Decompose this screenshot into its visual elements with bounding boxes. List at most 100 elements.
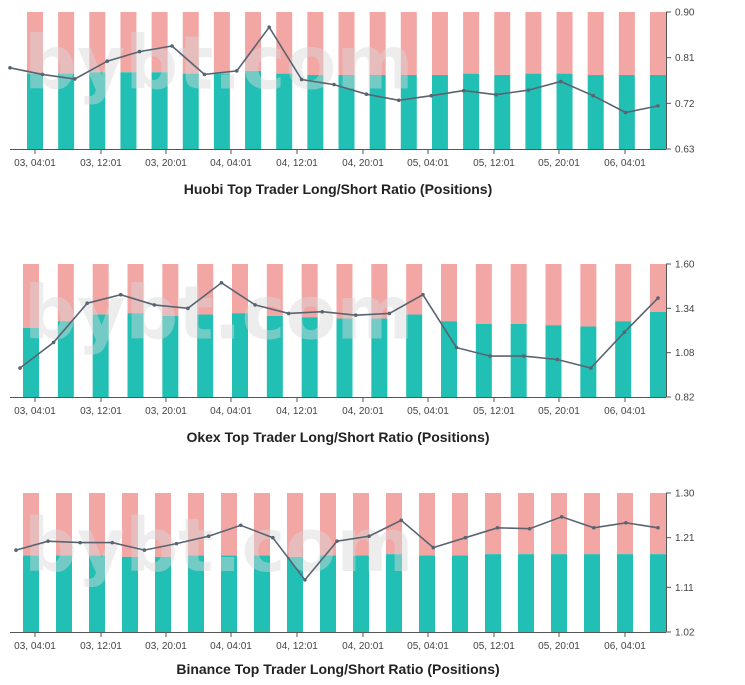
x-tick-label: 05, 04:01 xyxy=(407,406,449,417)
long-bar xyxy=(406,314,423,397)
short-bar xyxy=(510,264,527,324)
short-bar xyxy=(57,264,74,322)
x-tick-label: 04, 20:01 xyxy=(342,158,384,169)
ratio-point xyxy=(14,548,18,552)
long-bar xyxy=(371,318,388,397)
long-bar xyxy=(617,554,633,632)
chart-0: bybt.com 0.90 0.81 0.72 0.63 03, 04:01 03, 12:… xyxy=(8,8,695,197)
x-tick-label: 04, 04:01 xyxy=(210,158,252,169)
y-tick-label: 0.72 xyxy=(675,99,695,110)
long-bar xyxy=(89,72,106,149)
ratio-point xyxy=(286,311,291,316)
x-tick-label: 04, 12:01 xyxy=(276,406,318,417)
long-bar xyxy=(245,70,262,149)
short-bar xyxy=(320,493,336,556)
ratio-point xyxy=(142,548,147,552)
x-tick-label: 03, 04:01 xyxy=(14,641,56,652)
watermark: bybt.com xyxy=(24,21,413,107)
short-bar xyxy=(338,12,355,76)
ratio-point xyxy=(421,292,425,297)
ratio-point xyxy=(364,92,369,96)
short-bar xyxy=(587,12,604,76)
x-tick-label: 05, 12:01 xyxy=(473,406,515,417)
long-bar xyxy=(525,73,542,149)
x-tick-label: 04, 04:01 xyxy=(210,406,252,417)
y-tick-label: 1.11 xyxy=(675,583,694,594)
y-tick-label: 0.81 xyxy=(675,53,695,64)
x-tick-label: 05, 20:01 xyxy=(538,406,580,417)
ratio-point xyxy=(559,79,563,84)
y-tick-label: 1.08 xyxy=(675,348,695,359)
y-tick-label: 0.63 xyxy=(675,145,695,156)
short-bar xyxy=(162,264,179,316)
short-bar xyxy=(518,493,534,555)
long-bar xyxy=(441,321,457,397)
ratio-point xyxy=(137,49,142,54)
ratio-point xyxy=(73,77,77,81)
short-bar xyxy=(287,493,303,557)
ratio-point xyxy=(46,539,50,543)
short-bar xyxy=(463,12,480,74)
ratio-point xyxy=(591,93,595,98)
long-bar xyxy=(587,75,604,149)
x-tick-label: 03, 12:01 xyxy=(80,641,122,652)
long-bar xyxy=(287,556,303,632)
long-bar xyxy=(615,321,632,397)
short-bar xyxy=(221,493,237,556)
ratio-point xyxy=(202,72,207,77)
ratio-point xyxy=(624,520,628,525)
short-bar xyxy=(27,12,43,74)
short-bar xyxy=(650,493,666,555)
ratio-point xyxy=(656,296,660,300)
long-bar xyxy=(213,73,230,149)
x-tick-label: 04, 20:01 xyxy=(342,406,384,417)
x-tick-label: 03, 20:01 xyxy=(145,641,187,652)
ratio-point xyxy=(235,69,239,73)
long-bar xyxy=(89,555,105,632)
long-bar xyxy=(127,313,144,397)
ratio-point xyxy=(623,110,628,115)
ratio-point xyxy=(78,540,82,545)
long-bar xyxy=(400,75,417,149)
ratio-point xyxy=(555,357,560,362)
ratio-point xyxy=(271,535,275,540)
long-bar xyxy=(338,75,355,149)
y-tick-label: 1.34 xyxy=(675,304,695,315)
long-bar xyxy=(155,556,171,632)
short-bar xyxy=(301,264,318,318)
x-tick-label: 04, 04:01 xyxy=(210,641,252,652)
long-bar xyxy=(151,72,168,149)
long-bar xyxy=(254,555,270,632)
short-bar xyxy=(151,12,168,73)
ratio-point xyxy=(299,77,304,82)
x-tick-label: 03, 12:01 xyxy=(80,406,122,417)
x-tick-label: 06, 04:01 xyxy=(604,641,646,652)
ratio-point xyxy=(461,88,466,93)
short-bar xyxy=(266,264,283,316)
short-bar xyxy=(400,12,417,76)
ratio-point xyxy=(353,313,358,317)
short-bar xyxy=(89,12,106,73)
long-bar xyxy=(353,555,369,632)
long-bar xyxy=(510,323,527,397)
long-bar xyxy=(463,73,480,149)
short-bar xyxy=(475,264,492,324)
short-bar xyxy=(307,12,324,76)
y-tick-label: 1.21 xyxy=(675,533,695,544)
short-bar xyxy=(419,493,435,556)
ratio-point xyxy=(170,44,174,48)
ratio-line xyxy=(19,281,659,369)
short-bar xyxy=(650,264,666,312)
ratio-point xyxy=(495,525,500,530)
short-bar xyxy=(213,12,230,74)
short-bar xyxy=(254,493,270,556)
long-bar xyxy=(431,75,448,149)
ratio-point xyxy=(656,525,660,530)
long-bar xyxy=(58,73,75,149)
x-tick-label: 03, 20:01 xyxy=(145,406,187,417)
x-tick-label: 05, 04:01 xyxy=(407,158,449,169)
x-tick-label: 03, 04:01 xyxy=(14,158,56,169)
short-bar xyxy=(122,493,138,557)
long-bar xyxy=(551,554,567,632)
